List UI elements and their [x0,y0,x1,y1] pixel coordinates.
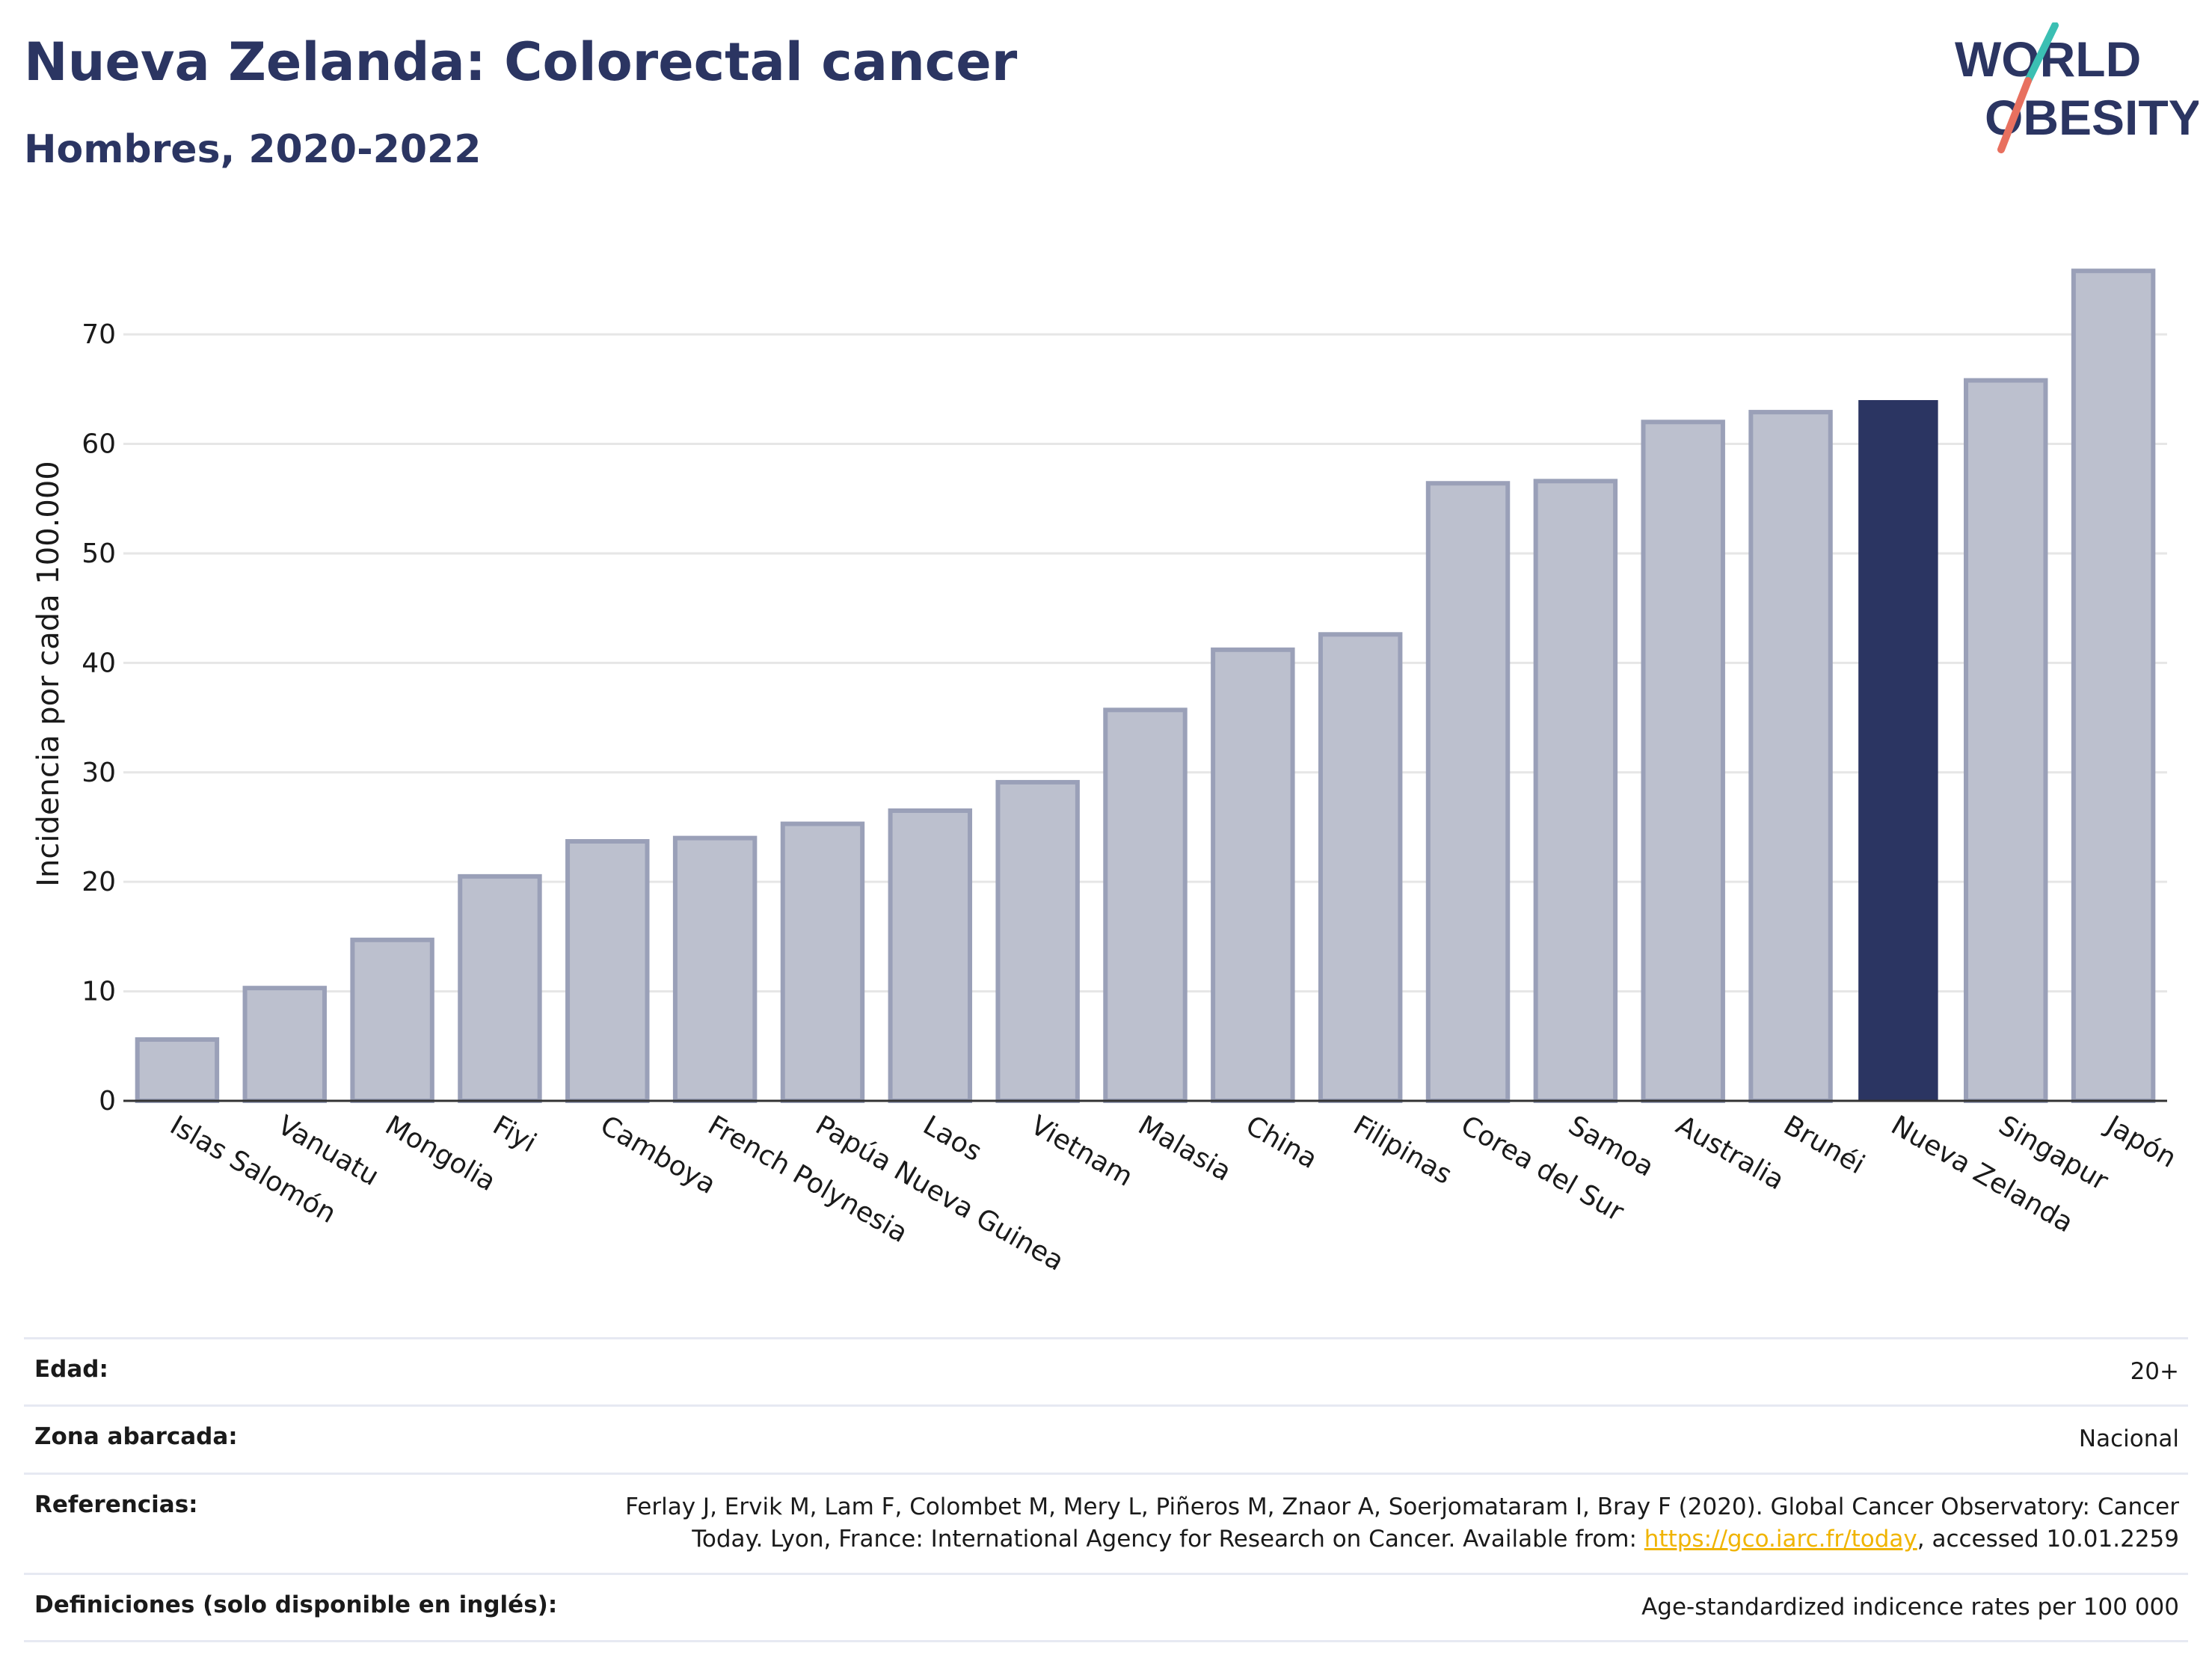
world-obesity-logo: WORLD OBESITY [1955,22,2199,153]
info-table: Edad: 20+ Zona abarcada: Nacional Refere… [24,1337,2188,1642]
info-row-definitions: Definiciones (solo disponible en inglés)… [24,1572,2188,1642]
bar [1858,399,1938,1101]
chart-title: Nueva Zelanda: Colorectal cancer [24,31,1018,93]
coverage-label: Zona abarcada: [34,1423,238,1451]
references-pre: Today. Lyon, France: International Agenc… [692,1526,1644,1553]
bar [350,937,434,1104]
bar [135,1037,220,1103]
x-tick-label: Laos [918,1110,986,1167]
y-tick-labels: 0 10 20 30 40 50 60 70 [82,319,116,1117]
bar [1211,647,1295,1103]
x-tick-label: Fiyi [488,1110,541,1158]
bar [1641,420,1725,1103]
bar [1425,481,1511,1103]
coverage-value: Nacional [2078,1425,2179,1453]
bar [1103,707,1188,1103]
bar [2071,268,2156,1104]
x-tick-label: Vietnam [1025,1110,1137,1193]
info-row-age: Edad: 20+ [24,1337,2188,1404]
y-tick-label: 0 [99,1086,116,1117]
references-post: , accessed 10.01.2259 [1917,1526,2179,1553]
bar [888,808,973,1103]
info-row-coverage: Zona abarcada: Nacional [24,1404,2188,1472]
definitions-label: Definiciones (solo disponible en inglés)… [34,1591,558,1618]
y-axis-label: Incidencia por cada 100.000 [31,461,66,887]
logo-slash-coral [1997,77,2032,153]
references-link[interactable]: https://gco.iarc.fr/today [1644,1526,1917,1553]
bars [135,268,2156,1104]
x-tick-label: Malasia [1133,1110,1236,1188]
bar [1318,632,1403,1103]
bar [458,873,542,1104]
age-value: 20+ [2130,1358,2179,1385]
x-tick-label: Brunéi [1778,1110,1870,1180]
references-label: Referencias: [34,1490,198,1518]
y-tick-label: 30 [82,758,116,788]
x-tick-label: Nueva Zelanda [1886,1110,2078,1238]
bar [995,779,1080,1103]
y-tick-label: 50 [82,538,116,569]
bar [565,839,650,1103]
logo-slash-teal [2024,22,2059,85]
x-tick-label: Australia [1671,1110,1789,1196]
chart-subtitle: Hombres, 2020-2022 [24,127,482,172]
definitions-value: Age-standardized indicence rates per 100… [1641,1593,2179,1621]
y-tick-label: 20 [82,867,116,897]
x-tick-label: Mongolia [380,1110,501,1197]
x-tick-label: French Polynesia [703,1110,913,1249]
x-tick-label: Camboya [595,1110,721,1200]
y-tick-label: 10 [82,977,116,1007]
info-row-references: Referencias: Ferlay J, Ervik M, Lam F, C… [24,1472,2188,1573]
bar [242,986,327,1103]
x-tick-label: Filipinas [1348,1110,1457,1191]
bar [1964,378,2048,1104]
y-tick-label: 40 [82,648,116,678]
bar [780,821,865,1103]
y-tick-label: 70 [82,319,116,350]
bar [1533,479,1618,1103]
bar [672,835,758,1103]
x-tick-label: Japón [2100,1109,2181,1174]
references-line1: Ferlay J, Ervik M, Lam F, Colombet M, Me… [625,1493,2179,1520]
age-label: Edad: [34,1356,108,1383]
bar [1748,410,1833,1103]
references-value: Ferlay J, Ervik M, Lam F, Colombet M, Me… [625,1491,2179,1556]
x-tick-label: China [1241,1110,1323,1175]
y-tick-label: 60 [82,429,116,460]
